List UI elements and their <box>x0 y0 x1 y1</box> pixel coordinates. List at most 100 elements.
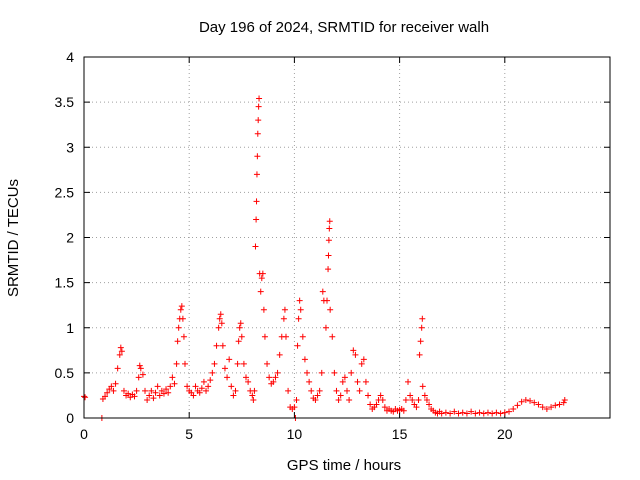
data-point <box>416 351 423 358</box>
data-point <box>341 374 348 381</box>
data-point <box>543 405 550 412</box>
plot-frame <box>83 56 611 419</box>
data-point <box>312 396 319 403</box>
data-point <box>419 315 426 322</box>
y-tick-label: 1.5 <box>55 275 75 291</box>
data-point <box>423 396 430 403</box>
data-point <box>136 362 143 369</box>
data-point <box>539 404 546 411</box>
data-point <box>179 315 186 322</box>
data-point <box>561 396 568 403</box>
data-point <box>322 324 329 331</box>
y-tick-labels: 0 0.5 1 1.5 2 2.5 3 3.5 4 <box>55 49 75 426</box>
data-point <box>181 360 188 367</box>
y-axis-label: SRMTID / TECUs <box>5 179 22 297</box>
data-point <box>217 311 224 318</box>
data-point <box>255 117 262 124</box>
y-tick-label: 1 <box>66 320 74 336</box>
data-point <box>211 360 218 367</box>
data-point <box>131 393 138 400</box>
data-point <box>326 225 333 232</box>
y-tick-label: 3.5 <box>55 94 75 110</box>
data-point <box>447 410 454 417</box>
data-point <box>245 378 252 385</box>
data-point <box>346 396 353 403</box>
data-point <box>418 324 425 331</box>
data-point <box>379 396 386 403</box>
data-point <box>527 397 534 404</box>
data-point <box>82 394 89 401</box>
data-point <box>419 383 426 390</box>
data-point <box>318 369 325 376</box>
data-point <box>192 383 199 390</box>
data-point <box>253 171 260 178</box>
y-tick-label: 2.5 <box>55 184 75 200</box>
data-point <box>281 306 288 313</box>
data-point <box>324 297 331 304</box>
data-point <box>407 392 414 399</box>
data-point <box>215 324 222 331</box>
data-point <box>102 393 109 400</box>
y-tick-label: 0 <box>66 410 74 426</box>
data-point <box>228 383 235 390</box>
data-point <box>216 315 223 322</box>
data-point <box>232 387 239 394</box>
data-point <box>417 338 424 345</box>
y-tick-label: 2 <box>66 230 74 246</box>
data-point <box>304 369 311 376</box>
data-point <box>413 404 420 411</box>
data-point <box>133 387 140 394</box>
data-point <box>400 407 407 414</box>
y-tick-label: 3 <box>66 139 74 155</box>
data-point <box>213 342 220 349</box>
x-tick-label: 5 <box>185 426 193 442</box>
data-points <box>81 95 568 421</box>
data-point <box>329 333 336 340</box>
data-point <box>142 387 149 394</box>
data-point <box>253 198 260 205</box>
data-point <box>409 396 416 403</box>
data-point <box>250 396 257 403</box>
data-point <box>207 377 214 384</box>
data-point <box>171 380 178 387</box>
data-point <box>260 306 267 313</box>
data-point <box>484 409 491 416</box>
data-point <box>518 398 525 405</box>
data-point <box>293 396 300 403</box>
data-point <box>325 252 332 259</box>
x-tick-label: 10 <box>287 426 303 442</box>
data-point <box>531 399 538 406</box>
data-point <box>455 410 462 417</box>
data-point <box>219 342 226 349</box>
x-axis-label: GPS time / hours <box>287 457 401 474</box>
data-point <box>308 387 315 394</box>
data-point <box>350 347 357 354</box>
data-point <box>234 360 241 367</box>
data-point <box>148 387 155 394</box>
data-point <box>325 266 332 273</box>
data-point <box>203 387 210 394</box>
data-point <box>198 385 205 392</box>
data-point <box>276 351 283 358</box>
data-point <box>240 360 247 367</box>
data-point <box>196 389 203 396</box>
data-point <box>259 270 266 277</box>
axis-ticks <box>83 56 610 419</box>
data-point <box>356 387 363 394</box>
data-point <box>306 378 313 385</box>
data-point <box>272 374 279 381</box>
data-point <box>169 374 176 381</box>
data-point <box>184 383 191 390</box>
data-point <box>405 378 412 385</box>
data-point <box>442 409 449 416</box>
data-point <box>156 392 163 399</box>
data-point <box>438 410 445 417</box>
data-point <box>118 348 125 355</box>
data-point <box>327 306 334 313</box>
data-point <box>337 392 344 399</box>
data-point <box>252 243 259 250</box>
data-point <box>154 383 161 390</box>
data-point <box>117 344 124 351</box>
data-point <box>256 95 263 102</box>
data-point <box>167 383 174 390</box>
